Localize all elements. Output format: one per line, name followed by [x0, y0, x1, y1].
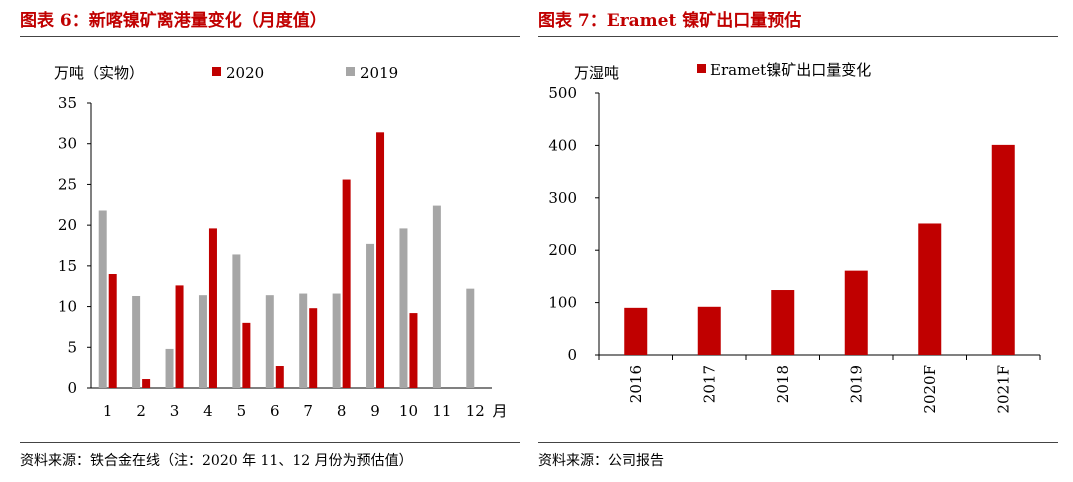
left-x-tick-label: 8 [337, 402, 347, 420]
left-bar-2019 [432, 205, 441, 388]
left-y-tick-label: 10 [58, 298, 77, 316]
left-x-tick-label: 2 [136, 402, 146, 420]
left-bar-2019 [466, 288, 475, 388]
left-x-tick-label: 12 [466, 402, 485, 420]
right-legend-swatch [697, 64, 706, 73]
left-bar-2020 [108, 274, 117, 388]
right-bar [844, 270, 868, 355]
right-bottom-rule [538, 442, 1058, 443]
right-y-tick-label: 400 [548, 136, 577, 154]
right-x-tick-label: 2020F [921, 365, 939, 414]
left-bar-2020 [242, 322, 251, 388]
left-x-axis-label: 月 [492, 402, 507, 420]
left-bar-2019 [399, 228, 408, 388]
left-top-rule [20, 36, 520, 37]
left-bar-2019 [232, 254, 241, 388]
right-bar [918, 223, 942, 355]
right-y-tick-label: 300 [548, 189, 577, 207]
left-bar-2019 [198, 295, 207, 388]
left-bottom-rule [20, 442, 520, 443]
left-y-tick-label: 5 [67, 338, 77, 356]
left-x-tick-label: 7 [303, 402, 313, 420]
right-bar [771, 290, 795, 355]
left-bar-2019 [299, 293, 308, 388]
left-bar-2020 [208, 228, 217, 388]
left-y-tick-label: 20 [58, 216, 77, 234]
left-bar-2020 [309, 308, 318, 388]
right-x-tick-label: 2018 [774, 365, 792, 403]
left-bar-2019 [165, 348, 174, 388]
left-bar-2019 [132, 295, 141, 388]
left-x-tick-label: 4 [203, 402, 213, 420]
left-x-tick-label: 9 [370, 402, 380, 420]
left-bar-2019 [98, 210, 107, 388]
right-x-tick-label: 2019 [847, 365, 865, 403]
left-y-tick-label: 30 [58, 135, 77, 153]
right-bar [991, 144, 1015, 355]
left-x-tick-label: 5 [237, 402, 247, 420]
left-figure-caption: 图表 6：新喀镍矿离港量变化（月度值） [20, 11, 327, 31]
left-bar-2019 [265, 295, 274, 388]
left-bar-2020 [342, 179, 351, 388]
right-x-tick-label: 2021F [994, 365, 1012, 414]
left-y-axis-label: 万吨（实物） [54, 64, 144, 82]
left-bar-2020 [409, 313, 418, 388]
left-bar-2019 [332, 293, 341, 388]
left-legend-swatch-2020 [212, 67, 221, 76]
left-y-tick-label: 25 [58, 175, 77, 193]
left-y-tick-label: 0 [67, 379, 77, 397]
left-x-tick-label: 11 [432, 402, 451, 420]
right-bar [624, 307, 648, 355]
left-legend-label-2019: 2019 [360, 64, 398, 82]
right-y-tick-label: 0 [567, 346, 577, 364]
right-figure-caption: 图表 7：Eramet 镍矿出口量预估 [538, 11, 802, 31]
right-legend-label: Eramet镍矿出口量变化 [710, 61, 871, 79]
right-x-tick-label: 2017 [700, 365, 718, 403]
left-bar-2020 [142, 379, 151, 388]
left-y-tick-label: 15 [58, 257, 77, 275]
left-x-tick-label: 10 [399, 402, 418, 420]
right-source-note: 资料来源：公司报告 [538, 453, 664, 469]
right-y-tick-label: 100 [548, 294, 577, 312]
left-legend-label-2020: 2020 [226, 64, 264, 82]
right-y-axis-label: 万湿吨 [574, 64, 619, 82]
left-bar-2020 [275, 366, 284, 388]
right-x-tick-label: 2016 [627, 365, 645, 403]
left-bar-2019 [366, 243, 375, 388]
left-bar-2020 [376, 132, 385, 388]
right-top-rule [538, 36, 1058, 37]
left-x-tick-label: 3 [170, 402, 180, 420]
right-y-tick-label: 200 [548, 241, 577, 259]
left-x-tick-label: 1 [103, 402, 113, 420]
right-y-tick-label: 500 [548, 84, 577, 102]
left-y-tick-label: 35 [58, 94, 77, 112]
left-x-tick-label: 6 [270, 402, 280, 420]
left-source-note: 资料来源：铁合金在线（注：2020 年 11、12 月份为预估值） [20, 453, 413, 469]
right-bar [697, 306, 721, 355]
left-legend-swatch-2019 [346, 67, 355, 76]
left-bar-2020 [175, 285, 184, 388]
